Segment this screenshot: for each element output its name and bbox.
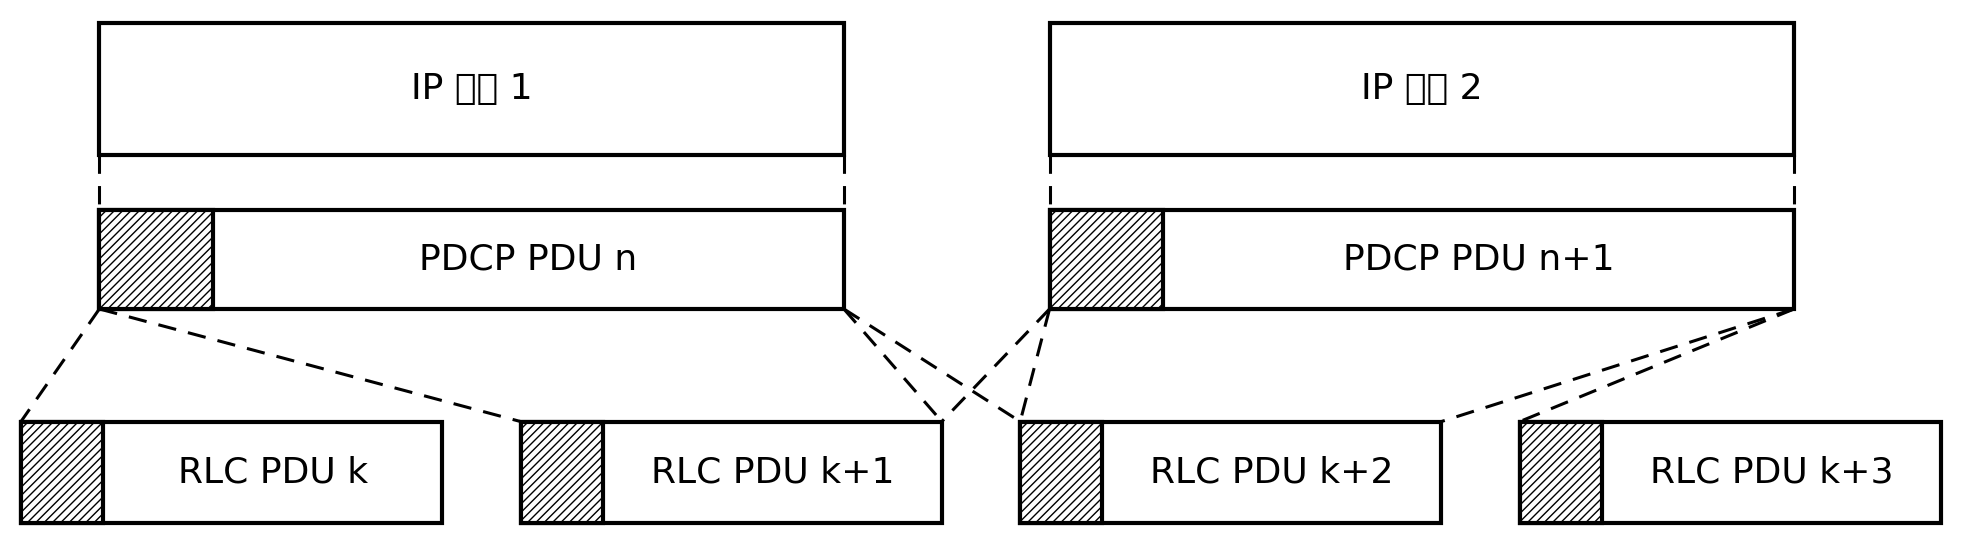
Bar (1521, 422, 1603, 523)
Bar (520, 422, 942, 523)
Text: RLC PDU k+2: RLC PDU k+2 (1150, 455, 1393, 489)
Text: IP 分组 1: IP 分组 1 (410, 72, 532, 107)
Text: RLC PDU k+3: RLC PDU k+3 (1650, 455, 1893, 489)
Bar (1020, 422, 1103, 523)
Bar (22, 422, 104, 523)
Bar (1050, 210, 1163, 309)
Bar (1050, 210, 1793, 309)
Bar (100, 210, 214, 309)
Bar (1050, 23, 1793, 155)
Text: PDCP PDU n+1: PDCP PDU n+1 (1342, 242, 1615, 277)
Text: RLC PDU k: RLC PDU k (179, 455, 367, 489)
Bar (1521, 422, 1940, 523)
Text: RLC PDU k+1: RLC PDU k+1 (651, 455, 895, 489)
Bar (520, 422, 602, 523)
Text: IP 分组 2: IP 分组 2 (1362, 72, 1483, 107)
Bar (22, 422, 441, 523)
Text: PDCP PDU n: PDCP PDU n (420, 242, 638, 277)
Bar (1020, 422, 1442, 523)
Bar (100, 210, 844, 309)
Bar (100, 23, 844, 155)
